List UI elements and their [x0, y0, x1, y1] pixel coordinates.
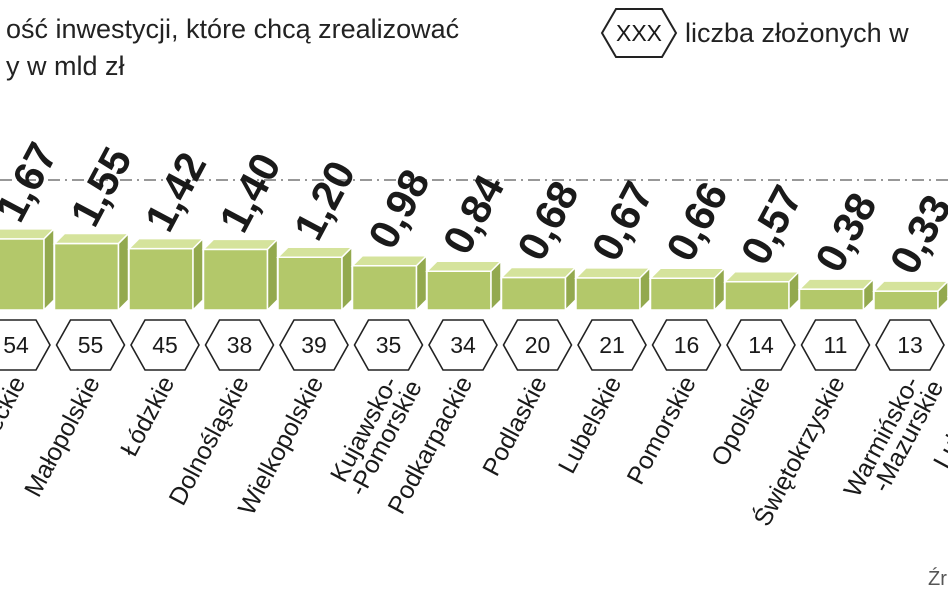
source-label: Źr — [928, 567, 947, 590]
count-label-2: 45 — [152, 332, 178, 358]
region-label-10-0: Opolskie — [706, 372, 776, 471]
value-label-7: 0,68 — [508, 173, 588, 267]
value-label-8: 0,67 — [582, 174, 662, 268]
count-label-9: 16 — [674, 332, 700, 358]
legend-title-line-1: ość inwestycji, które chcą zrealizować — [6, 14, 459, 44]
count-hexagon-3 — [204, 319, 275, 371]
bar-top-3 — [201, 238, 280, 251]
bar-front-7 — [500, 276, 567, 311]
bar-top-4 — [276, 246, 354, 258]
count-label-0: 54 — [3, 332, 29, 358]
value-label-1: 1,55 — [61, 140, 141, 234]
bar-side-0 — [43, 227, 55, 312]
bar-front-4 — [277, 256, 343, 311]
bar-top-9 — [648, 267, 727, 280]
bar-side-4 — [341, 245, 353, 312]
bar-top-8 — [574, 267, 652, 279]
bar-front-9 — [649, 277, 716, 311]
count-label-3: 38 — [227, 332, 253, 358]
count-hexagon-6 — [428, 319, 498, 371]
value-label-6: 0,84 — [433, 167, 513, 262]
value-label-4: 1,20 — [284, 153, 364, 247]
bar-front-3 — [202, 248, 269, 311]
bars — [0, 227, 948, 312]
bar-front-10 — [724, 281, 790, 311]
value-label-5: 0,98 — [359, 162, 439, 256]
value-label-11: 0,38 — [806, 185, 886, 279]
bar-top-12 — [872, 280, 948, 292]
value-label-2: 1,42 — [135, 145, 215, 239]
count-hexagon-5 — [353, 319, 424, 371]
value-label-3: 1,40 — [210, 145, 290, 239]
bar-top-7 — [499, 266, 578, 279]
legend: ość inwestycji, które chcą zrealizować y… — [6, 8, 909, 81]
count-hexagon-12 — [875, 319, 945, 371]
count-label-1: 55 — [78, 332, 104, 358]
count-label-8: 21 — [599, 332, 625, 358]
bar-side-5 — [415, 253, 428, 312]
bar-front-6 — [426, 270, 492, 311]
bar-front-1 — [53, 242, 120, 311]
region-label-2-0: Łódzkie — [115, 372, 180, 461]
value-label-12: 0,33 — [880, 187, 948, 281]
count-hexagon-4 — [279, 319, 349, 371]
count-hexagons: 54 55 45 38 39 35 34 20 21 16 14 11 13 — [0, 319, 945, 371]
count-label-12: 13 — [897, 332, 923, 358]
bar-front-2 — [128, 247, 194, 311]
bar-front-0 — [0, 238, 45, 311]
count-hexagon-7 — [502, 319, 573, 371]
bar-side-2 — [192, 236, 204, 312]
value-label-9: 0,66 — [657, 174, 737, 268]
bar-front-5 — [351, 265, 418, 311]
bar-side-3 — [266, 237, 279, 312]
bar-top-6 — [425, 260, 503, 272]
count-hexagon-11 — [800, 319, 871, 371]
bar-side-1 — [117, 231, 130, 312]
bar-top-11 — [797, 278, 876, 290]
region-label-9-0: Pomorskie — [622, 372, 702, 489]
legend-count-label: liczba złożonych w — [685, 18, 909, 48]
bar-top-5 — [350, 255, 429, 267]
bar-top-1 — [52, 232, 131, 245]
count-hexagon-0 — [0, 319, 51, 371]
region-label-8-0: Lubelskie — [553, 372, 627, 478]
bar-front-8 — [575, 277, 641, 311]
value-label-0: 1,67 — [0, 135, 66, 229]
bar-top-10 — [723, 271, 801, 283]
count-label-11: 11 — [824, 332, 848, 358]
region-label-7-0: Podlaskie — [477, 372, 553, 481]
count-hexagon-1 — [55, 319, 126, 371]
count-hexagon-2 — [130, 319, 200, 371]
region-label-1-0: Małopolskie — [19, 372, 106, 502]
legend-hexagon-label: XXX — [616, 20, 662, 46]
legend-hexagon-icon — [600, 8, 678, 58]
count-hexagon-9 — [651, 319, 722, 371]
count-label-5: 35 — [376, 332, 402, 358]
count-hexagon-8 — [577, 319, 647, 371]
count-hexagon-10 — [726, 319, 796, 371]
count-label-6: 34 — [450, 332, 476, 358]
count-label-7: 20 — [525, 332, 551, 358]
bar-front-12 — [873, 290, 939, 311]
count-label-4: 39 — [301, 332, 327, 358]
bar-front-11 — [798, 288, 865, 311]
legend-title-line-2: y w mld zł — [6, 51, 125, 81]
count-label-10: 14 — [748, 332, 774, 358]
bar-side-12 — [937, 280, 948, 312]
bar-top-2 — [127, 237, 205, 250]
value-label-10: 0,57 — [731, 178, 811, 272]
